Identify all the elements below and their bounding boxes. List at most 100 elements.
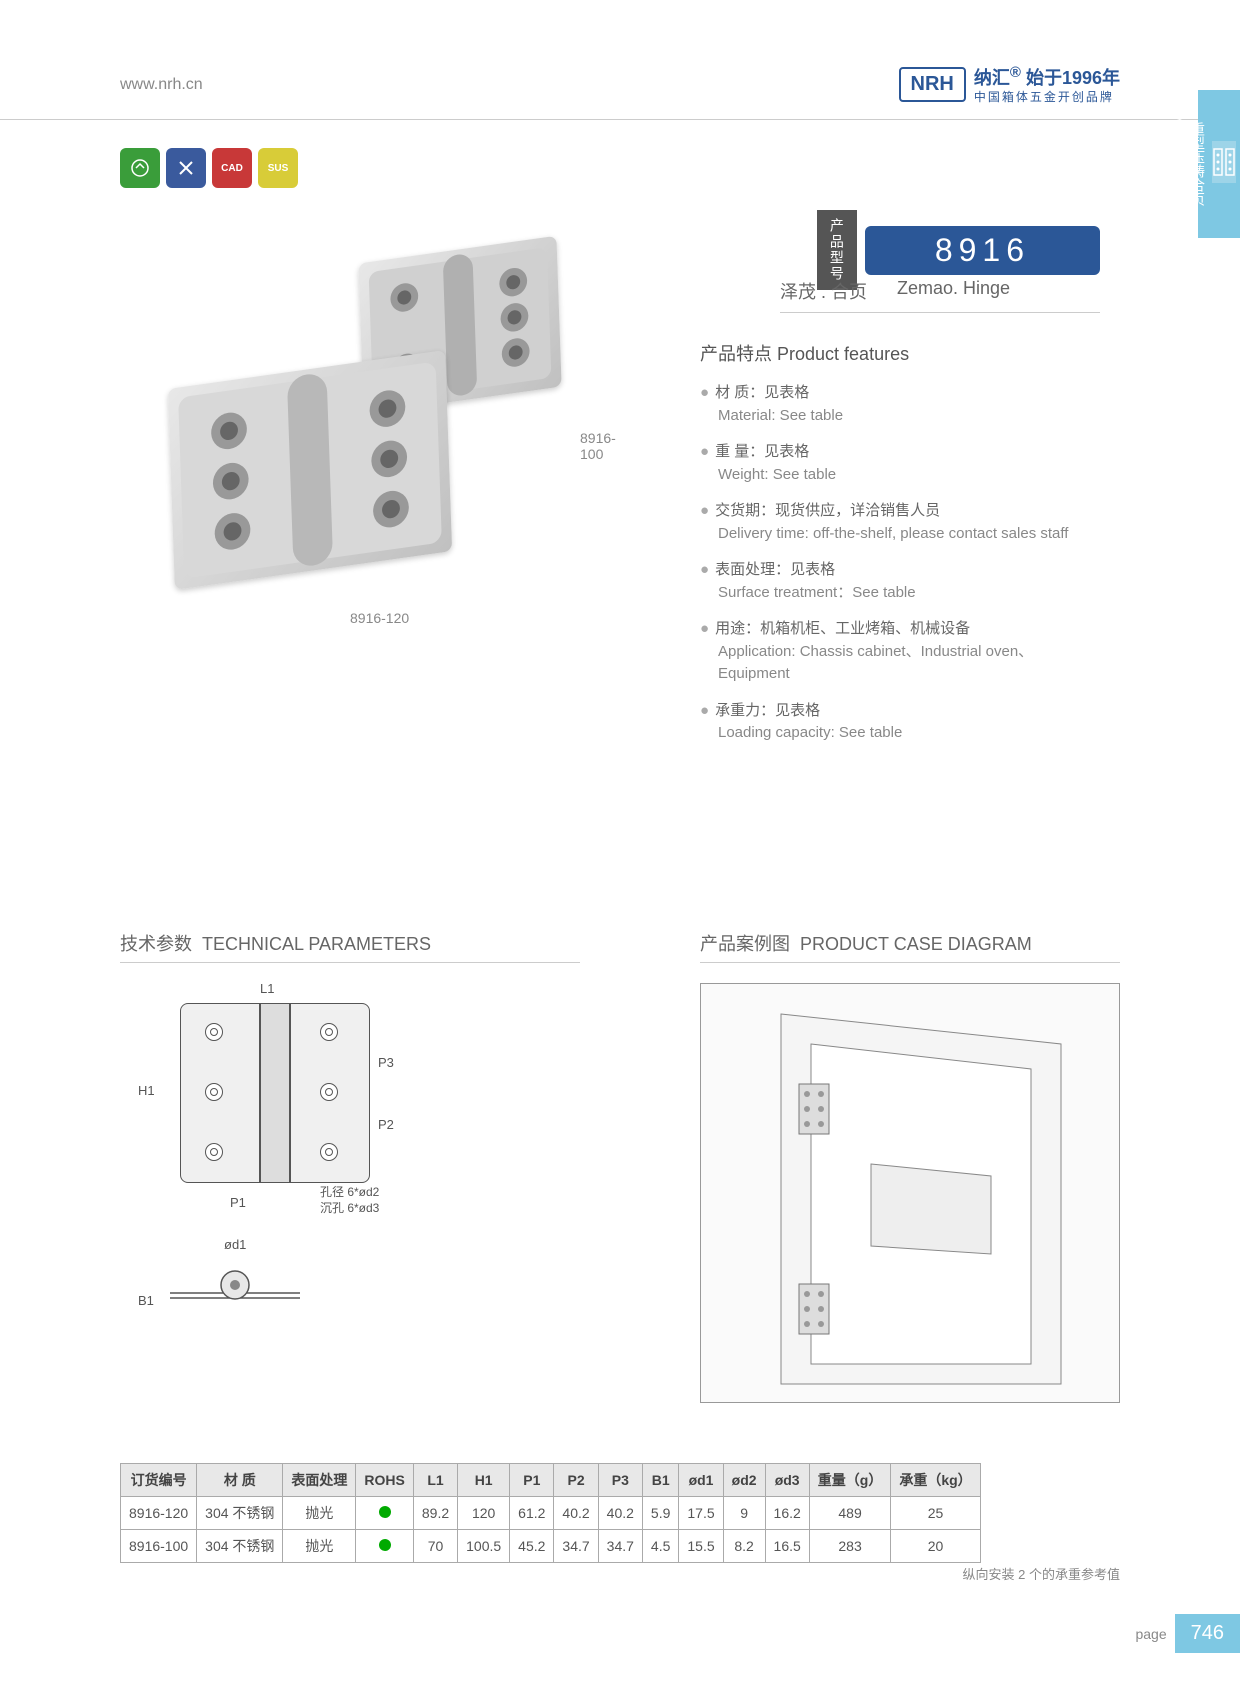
- hinge-icon: [1212, 141, 1236, 183]
- feature-item: ●材 质：见表格Material: See table: [700, 382, 1100, 427]
- table-header-cell: B1: [642, 1464, 678, 1497]
- table-cell: 45.2: [510, 1530, 554, 1563]
- table-cell: 89.2: [413, 1497, 457, 1530]
- table-cell: 34.7: [554, 1530, 598, 1563]
- table-cell: 40.2: [598, 1497, 642, 1530]
- spec-table: 订货编号材 质表面处理ROHSL1H1P1P2P3B1ød1ød2ød3重量（g…: [120, 1463, 981, 1563]
- cert-icon-2: [166, 148, 206, 188]
- case-diagram-section: 产品案例图 PRODUCT CASE DIAGRAM: [700, 930, 1120, 1403]
- table-cell: 8916-120: [121, 1497, 197, 1530]
- brand-text: 纳汇® 始于1996年 中国箱体五金开创品牌: [974, 63, 1120, 106]
- table-row: 8916-100304 不锈钢抛光70100.545.234.734.74.51…: [121, 1530, 981, 1563]
- cert-icon-row: CAD SUS: [120, 148, 298, 188]
- table-cell: 20: [891, 1530, 980, 1563]
- brand-line2: 中国箱体五金开创品牌: [974, 90, 1120, 106]
- table-row: 8916-120304 不锈钢抛光89.212061.240.240.25.91…: [121, 1497, 981, 1530]
- tech-params-section: 技术参数 TECHNICAL PARAMETERS L1 H1 P1 P2 P3…: [120, 930, 580, 1333]
- hole-note1: 孔径 6*ød2: [320, 1183, 379, 1200]
- feature-item: ●承重力：见表格Loading capacity: See table: [700, 700, 1100, 745]
- tech-title: 技术参数 TECHNICAL PARAMETERS: [120, 930, 580, 963]
- table-header-cell: ød2: [723, 1464, 765, 1497]
- cert-icon-cad: CAD: [212, 148, 252, 188]
- table-cell: 304 不锈钢: [197, 1497, 283, 1530]
- product-name-en: Zemao. Hinge: [897, 278, 1010, 304]
- table-cell: 8916-100: [121, 1530, 197, 1563]
- brand-line1: 纳汇® 始于1996年: [974, 63, 1120, 90]
- table-cell: [356, 1497, 413, 1530]
- table-header-cell: P2: [554, 1464, 598, 1497]
- dim-od1: ød1: [224, 1237, 246, 1252]
- site-url: www.nrh.cn: [120, 76, 203, 94]
- product-photo-large: [168, 350, 452, 590]
- photo-label-120: 8916-120: [350, 610, 409, 626]
- table-cell: 抛光: [283, 1530, 356, 1563]
- table-cell: 4.5: [642, 1530, 678, 1563]
- page-footer: page 746: [1135, 1614, 1240, 1653]
- table-header-cell: 材 质: [197, 1464, 283, 1497]
- page-label: page: [1135, 1626, 1166, 1642]
- features-title: 产品特点 Product features: [700, 340, 1100, 366]
- case-title: 产品案例图 PRODUCT CASE DIAGRAM: [700, 930, 1120, 963]
- dim-L1: L1: [260, 981, 274, 996]
- side-category-tab: 重型压铸合页 Heavy duty die-casting hinge: [1198, 90, 1240, 238]
- dim-H1: H1: [138, 1083, 155, 1098]
- table-header-cell: 承重（kg）: [891, 1464, 980, 1497]
- page-header: www.nrh.cn NRH 纳汇® 始于1996年 中国箱体五金开创品牌: [0, 50, 1240, 120]
- product-name-cn: 泽茂 . 合页: [780, 278, 867, 304]
- side-tab-en: Heavy duty die-casting hinge: [1173, 100, 1184, 228]
- table-note: 纵向安装 2 个的承重参考值: [963, 1564, 1120, 1583]
- table-cell: 16.5: [765, 1530, 809, 1563]
- table-cell: [356, 1530, 413, 1563]
- tech-drawing-profile: ød1 B1: [160, 1243, 320, 1333]
- feature-item: ●表面处理：见表格Surface treatment：See table: [700, 559, 1100, 604]
- table-header-cell: L1: [413, 1464, 457, 1497]
- feature-item: ●重 量：见表格Weight: See table: [700, 441, 1100, 486]
- table-cell: 15.5: [679, 1530, 723, 1563]
- hole-note2: 沉孔 6*ød3: [320, 1199, 379, 1216]
- table-header-cell: ød1: [679, 1464, 723, 1497]
- dim-P2: P2: [378, 1117, 394, 1132]
- table-cell: 100.5: [458, 1530, 510, 1563]
- table-header-cell: P1: [510, 1464, 554, 1497]
- table-cell: 489: [809, 1497, 891, 1530]
- product-image-area: 8916-100 8916-120: [140, 230, 600, 630]
- table-cell: 40.2: [554, 1497, 598, 1530]
- cert-icon-1: [120, 148, 160, 188]
- table-header-cell: P3: [598, 1464, 642, 1497]
- product-name: 泽茂 . 合页 Zemao. Hinge: [780, 278, 1100, 313]
- table-cell: 8.2: [723, 1530, 765, 1563]
- feature-item: ●交货期：现货供应，详洽销售人员Delivery time: off-the-s…: [700, 500, 1100, 545]
- table-header-cell: 重量（g）: [809, 1464, 891, 1497]
- table-cell: 283: [809, 1530, 891, 1563]
- table-cell: 5.9: [642, 1497, 678, 1530]
- dim-P1: P1: [230, 1195, 246, 1210]
- brand-block: NRH 纳汇® 始于1996年 中国箱体五金开创品牌: [899, 63, 1120, 106]
- table-cell: 61.2: [510, 1497, 554, 1530]
- product-number: 8916: [865, 226, 1100, 275]
- table-header-cell: ROHS: [356, 1464, 413, 1497]
- photo-label-100: 8916-100: [580, 430, 616, 462]
- table-cell: 34.7: [598, 1530, 642, 1563]
- table-header-cell: H1: [458, 1464, 510, 1497]
- table-header-cell: 表面处理: [283, 1464, 356, 1497]
- case-diagram: [700, 983, 1120, 1403]
- table-cell: 16.2: [765, 1497, 809, 1530]
- table-header-cell: 订货编号: [121, 1464, 197, 1497]
- table-cell: 抛光: [283, 1497, 356, 1530]
- table-cell: 25: [891, 1497, 980, 1530]
- table-cell: 17.5: [679, 1497, 723, 1530]
- dim-P3: P3: [378, 1055, 394, 1070]
- table-cell: 9: [723, 1497, 765, 1530]
- features-block: 产品特点 Product features ●材 质：见表格Material: …: [700, 340, 1100, 759]
- feature-item: ●用途：机箱机柜、工业烤箱、机械设备Application: Chassis c…: [700, 618, 1100, 686]
- cert-icon-sus: SUS: [258, 148, 298, 188]
- dim-B1: B1: [138, 1293, 154, 1308]
- table-cell: 304 不锈钢: [197, 1530, 283, 1563]
- brand-logo: NRH: [899, 67, 966, 102]
- table-cell: 120: [458, 1497, 510, 1530]
- side-tab-cn: 重型压铸合页: [1188, 122, 1208, 206]
- tech-drawing-front: L1 H1 P1 P2 P3 孔径 6*ød2 沉孔 6*ød3: [160, 983, 390, 1203]
- table-cell: 70: [413, 1530, 457, 1563]
- table-header-cell: ød3: [765, 1464, 809, 1497]
- page-number: 746: [1175, 1614, 1240, 1653]
